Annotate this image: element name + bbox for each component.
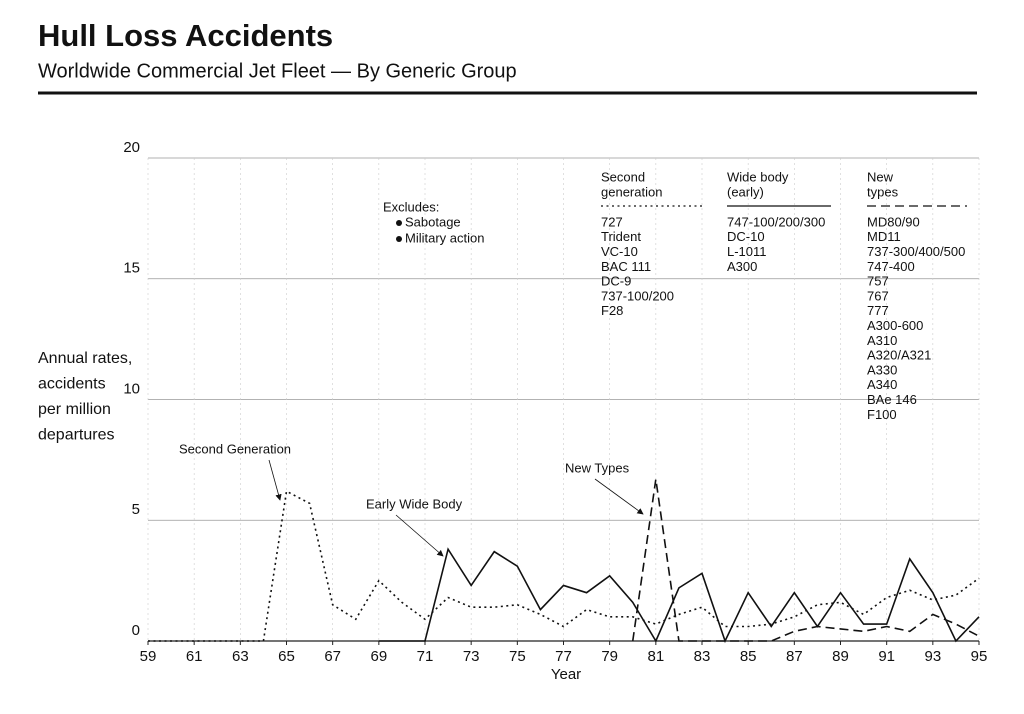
key-item: 747-100/200/300 [727,214,825,229]
x-axis-label: Year [551,666,581,683]
x-tick-label: 89 [832,648,849,665]
y-tick-label: 15 [123,260,140,277]
bullet [396,236,402,242]
x-tick-label: 81 [647,648,664,665]
key-item: Trident [601,229,641,244]
key-item: DC-10 [727,229,765,244]
annotation-arrow [268,459,282,501]
annotation-arrow [395,514,444,557]
key-item: 757 [867,274,889,289]
key-item: A310 [867,333,897,348]
series-line [148,490,980,642]
x-tick-label: 61 [186,648,203,665]
key-item: BAC 111 [601,259,651,274]
excludes-item: Sabotage [405,214,461,229]
x-tick-label: 93 [924,648,941,665]
y-tick-label: 0 [132,622,140,639]
x-tick-label: 69 [370,648,387,665]
key-item: 737-100/200 [601,288,674,303]
chart-title: Hull Loss Accidents [38,18,333,53]
y-tick-label: 5 [132,501,140,518]
annotation-arrow [594,478,644,515]
key-item: F28 [601,303,623,318]
bullet [396,220,402,226]
x-tick-label: 77 [555,648,572,665]
key-header: Wide body [727,169,789,184]
series-annotation: New Types [565,460,630,475]
key-item: A340 [867,377,897,392]
x-tick-label: 67 [324,648,341,665]
key-item: L-1011 [727,244,767,259]
chart-subtitle: Worldwide Commercial Jet Fleet — By Gene… [38,60,517,82]
y-axis-label: accidents [38,376,106,393]
key-item: MD80/90 [867,214,920,229]
x-tick-label: 87 [786,648,803,665]
key-item: DC-9 [601,274,631,289]
x-tick-label: 63 [232,648,249,665]
key-header: (early) [727,184,764,199]
series-line [631,479,980,642]
key-item: A320/A321 [867,348,931,363]
x-tick-label: 65 [278,648,295,665]
key-item: F100 [867,407,897,422]
x-tick-label: 71 [417,648,434,665]
key-header: types [867,184,899,199]
series-annotation: Early Wide Body [366,496,463,511]
y-tick-label: 10 [123,380,140,397]
x-tick-label: 79 [601,648,618,665]
key-header: Second [601,169,645,184]
key-item: VC-10 [601,244,638,259]
series-annotation: Second Generation [179,441,291,456]
key-item: A330 [867,362,897,377]
excludes-title: Excludes: [383,199,439,214]
key-header: generation [601,184,662,199]
x-tick-label: 59 [140,648,157,665]
series-line [378,547,980,644]
y-axis-label: departures [38,427,115,444]
key-item: 747-400 [867,259,915,274]
y-axis-label: per million [38,401,111,418]
key-item: 767 [867,288,889,303]
key-item: 727 [601,214,623,229]
key-item: MD11 [867,229,901,244]
y-tick-label: 20 [123,139,140,156]
key-item: A300-600 [867,318,923,333]
excludes-item: Military action [405,230,484,245]
key-header: New [867,169,894,184]
x-tick-label: 73 [463,648,480,665]
key-item: BAe 146 [867,392,917,407]
x-tick-label: 91 [878,648,895,665]
x-tick-label: 75 [509,648,526,665]
key-item: 737-300/400/500 [867,244,965,259]
x-tick-label: 85 [740,648,757,665]
x-tick-label: 83 [694,648,711,665]
x-tick-label: 95 [971,648,988,665]
key-item: A300 [727,259,757,274]
y-axis-label: Annual rates, [38,350,132,367]
key-item: 777 [867,303,889,318]
